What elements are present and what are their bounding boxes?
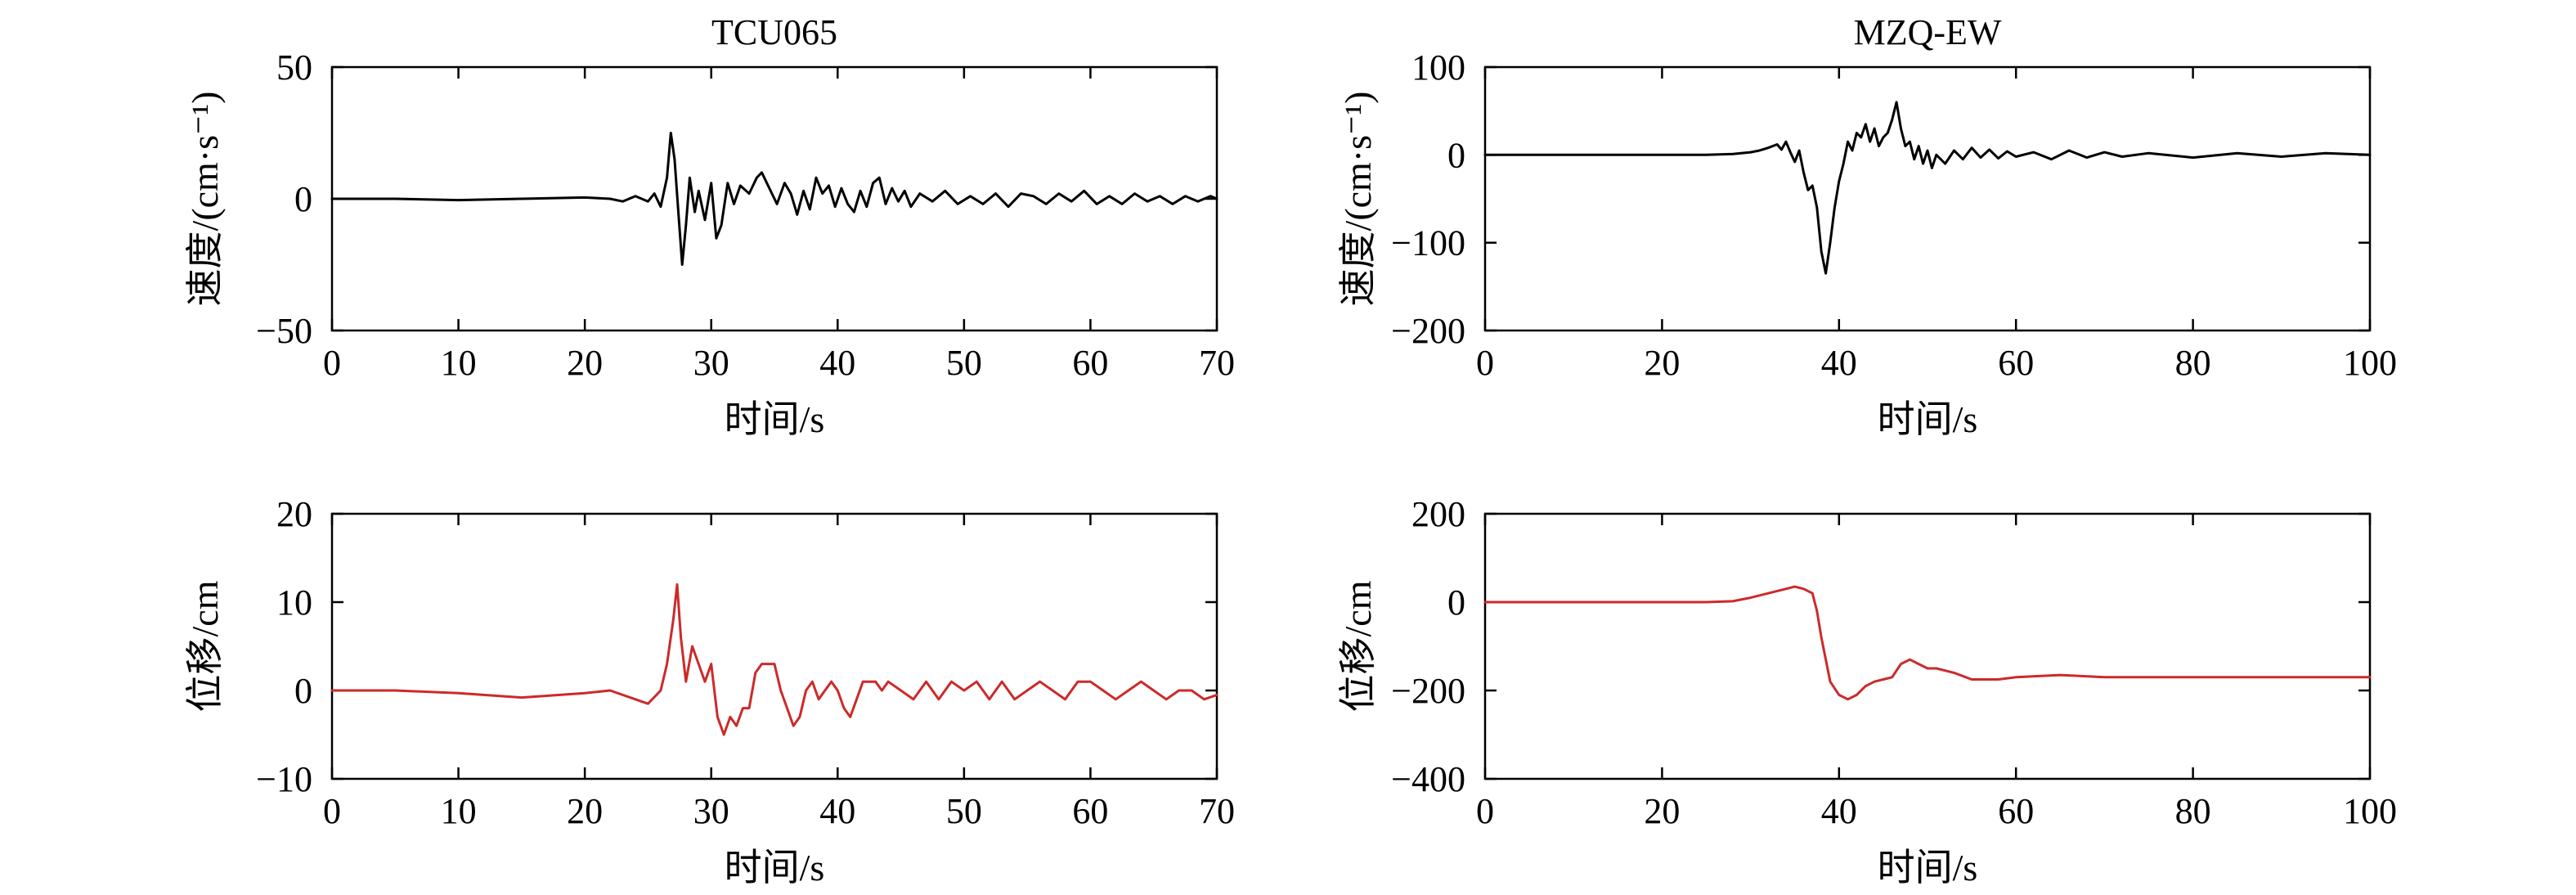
x-tick-label: 0	[323, 791, 341, 831]
series-line	[1483, 585, 2372, 701]
plot-frame	[1483, 512, 2372, 780]
x-tick-label: 40	[1821, 343, 1857, 383]
y-tick-label: −200	[1391, 311, 1465, 351]
x-tick-label: 60	[1072, 343, 1108, 383]
x-axis-label: 时间/s	[1878, 398, 1978, 440]
panel-tcu065-displacement: 0 10 20 30 40 50 60 70 −10 0 10 20 时间/s 位移/cm	[184, 494, 1235, 888]
y-tick-label: −400	[1391, 759, 1465, 799]
y-axis-label: 位移/cm	[1337, 580, 1379, 712]
y-axis-label: 速度/(cm·s⁻¹)	[1337, 92, 1379, 307]
x-tick-label: 50	[946, 791, 982, 831]
x-tick-label: 60	[1998, 343, 2034, 383]
y-tick-label: 0	[294, 671, 312, 711]
chart-title: MZQ-EW	[1854, 12, 2002, 52]
y-tick-label: 50	[276, 47, 312, 88]
x-axis-label: 时间/s	[1878, 847, 1978, 888]
x-tick-label: 80	[2175, 791, 2211, 831]
x-tick-label: 80	[2175, 343, 2211, 383]
chart-title: TCU065	[711, 12, 837, 52]
x-tick-label: 10	[441, 791, 477, 831]
y-tick-label: 200	[1411, 494, 1465, 534]
x-tick-label: 40	[1821, 791, 1857, 831]
x-tick-label: 20	[567, 343, 603, 383]
x-tick-label: 0	[1476, 791, 1494, 831]
series-line	[330, 132, 1218, 266]
y-tick-label: −10	[256, 759, 312, 799]
x-tick-label: 70	[1199, 791, 1235, 831]
x-tick-label: 30	[693, 791, 729, 831]
y-tick-label: 0	[1447, 582, 1465, 623]
x-tick-label: 20	[567, 791, 603, 831]
x-axis-label: 时间/s	[725, 847, 825, 888]
x-tick-label: 60	[1998, 791, 2034, 831]
y-axis-label: 速度/(cm·s⁻¹)	[184, 92, 226, 307]
x-tick-label: 10	[441, 343, 477, 383]
panel-mzq-ew-displacement: 0 20 40 60 80 100 −400 −200 0 200 时间/s 位移/cm	[1337, 494, 2397, 888]
y-tick-label: 0	[1447, 135, 1465, 175]
x-axis-label: 时间/s	[725, 398, 825, 440]
series-line	[1483, 101, 2372, 275]
x-tick-label: 40	[819, 343, 855, 383]
y-tick-label: −50	[256, 311, 312, 351]
y-tick-label: 20	[276, 494, 312, 534]
x-tick-label: 100	[2343, 791, 2397, 831]
x-tick-label: 20	[1644, 791, 1680, 831]
plot-frame	[330, 512, 1218, 780]
x-tick-label: 40	[819, 791, 855, 831]
y-tick-label: 100	[1411, 47, 1465, 88]
series-line	[330, 582, 1218, 736]
y-tick-label: −100	[1391, 223, 1465, 263]
plot-frame	[1483, 65, 2372, 332]
x-tick-label: 0	[1476, 343, 1494, 383]
x-tick-label: 70	[1199, 343, 1235, 383]
y-axis-label: 位移/cm	[184, 580, 226, 712]
panel-tcu065-velocity: 0 10 20 30 40 50 60 70 −50 0 50 TCU065 时间/s 速度/(cm·s⁻…	[184, 12, 1235, 440]
y-tick-label: 0	[294, 179, 312, 219]
y-tick-label: 10	[276, 582, 312, 623]
panel-mzq-ew-velocity: 0 20 40 60 80 100 −200 −100 0 100 MZQ-EW 时间/s 速度/(cm…	[1337, 12, 2397, 440]
x-tick-label: 0	[323, 343, 341, 383]
x-tick-label: 30	[693, 343, 729, 383]
x-tick-label: 60	[1072, 791, 1108, 831]
y-tick-label: −200	[1391, 671, 1465, 711]
x-tick-label: 100	[2343, 343, 2397, 383]
x-tick-label: 20	[1644, 343, 1680, 383]
x-tick-label: 50	[946, 343, 982, 383]
